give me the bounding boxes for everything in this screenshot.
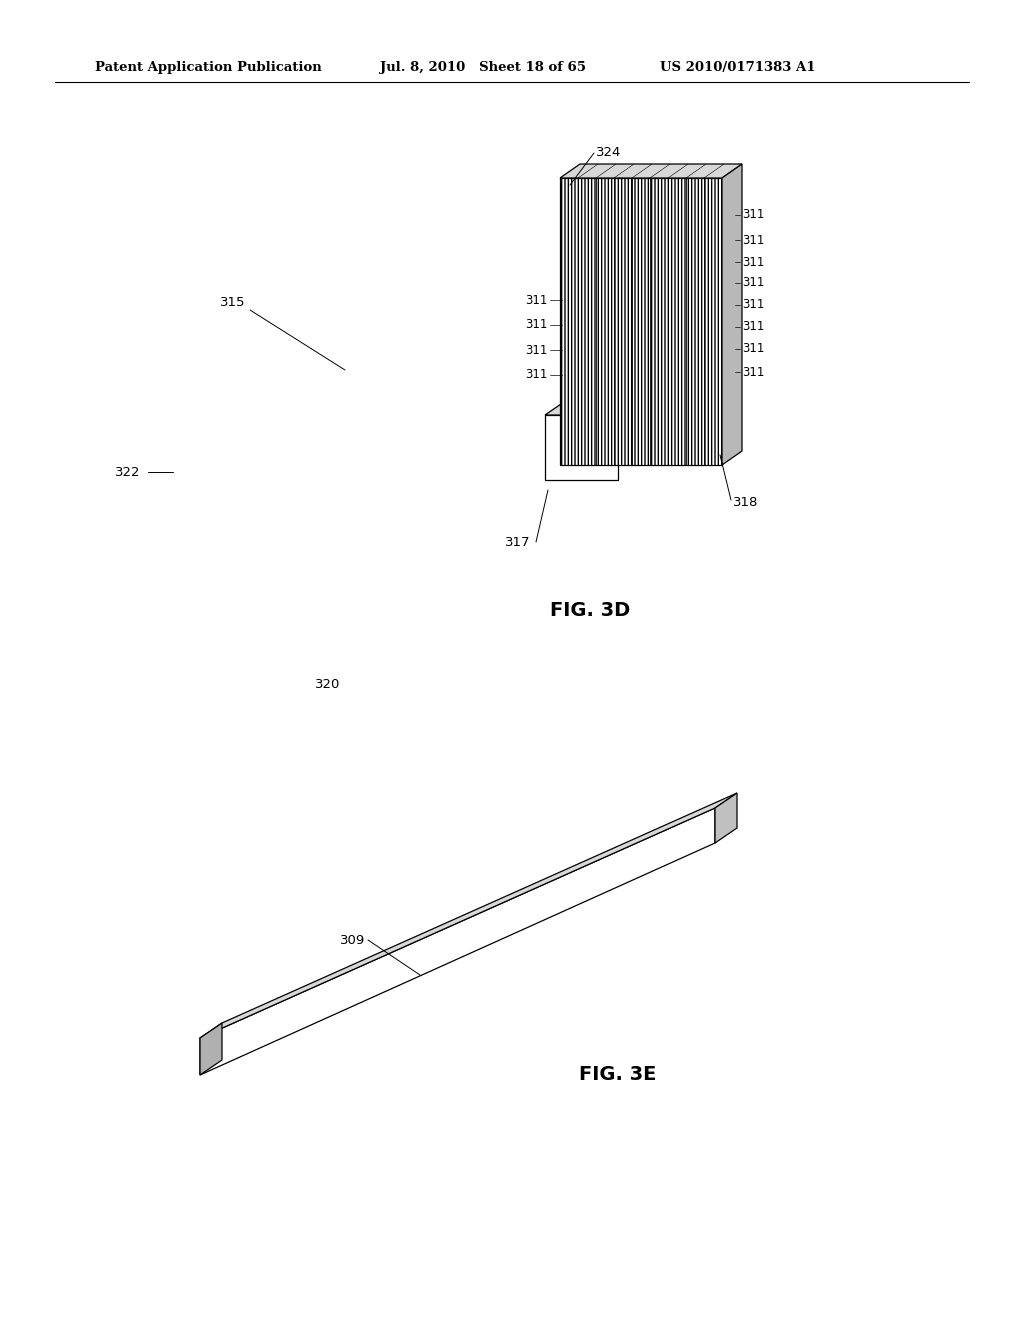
Text: 320: 320 [315, 678, 340, 692]
Polygon shape [545, 404, 634, 414]
Polygon shape [722, 164, 742, 465]
Text: 311: 311 [742, 321, 764, 334]
Text: 311: 311 [742, 342, 764, 355]
Text: US 2010/0171383 A1: US 2010/0171383 A1 [660, 62, 815, 74]
Polygon shape [545, 414, 618, 480]
Polygon shape [200, 1023, 222, 1074]
Text: 322: 322 [115, 466, 140, 479]
Text: 311: 311 [742, 234, 764, 247]
Text: 311: 311 [742, 366, 764, 379]
Polygon shape [560, 164, 742, 178]
Text: 311: 311 [525, 343, 548, 356]
Text: FIG. 3E: FIG. 3E [580, 1065, 656, 1085]
Polygon shape [200, 793, 737, 1038]
Text: FIG. 3D: FIG. 3D [550, 601, 630, 619]
Text: 315: 315 [220, 296, 246, 309]
Text: 309: 309 [340, 933, 366, 946]
Text: Patent Application Publication: Patent Application Publication [95, 62, 322, 74]
Polygon shape [560, 178, 722, 465]
Text: 324: 324 [596, 147, 622, 160]
Text: Jul. 8, 2010   Sheet 18 of 65: Jul. 8, 2010 Sheet 18 of 65 [380, 62, 586, 74]
Text: 311: 311 [525, 318, 548, 331]
Text: 317: 317 [505, 536, 530, 549]
Text: 311: 311 [742, 209, 764, 222]
Polygon shape [200, 808, 715, 1074]
Polygon shape [715, 793, 737, 843]
Text: 318: 318 [733, 495, 759, 508]
Text: 311: 311 [742, 256, 764, 268]
Text: 311: 311 [525, 368, 548, 381]
Text: 311: 311 [525, 293, 548, 306]
Text: 311: 311 [742, 276, 764, 289]
Text: 311: 311 [742, 298, 764, 312]
